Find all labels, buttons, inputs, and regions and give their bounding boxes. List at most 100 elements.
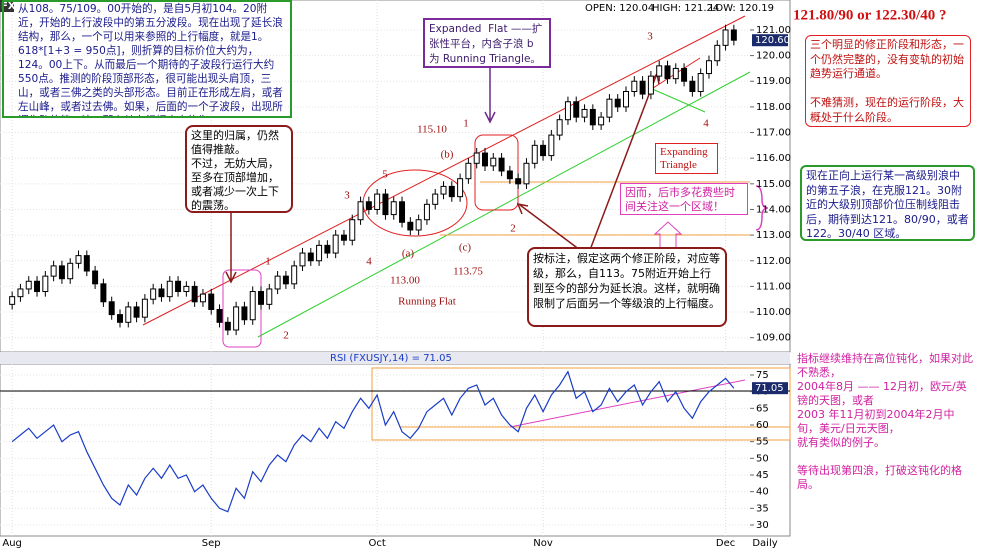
candle-body bbox=[689, 80, 696, 93]
candle-body bbox=[75, 255, 82, 264]
arrow bbox=[484, 68, 496, 124]
candle-body bbox=[457, 178, 464, 198]
wave-label: 3 bbox=[344, 190, 350, 202]
note: 三个明显的修正阶段和形态，一个仍然完整的，没有变轨的初始趋势运行通道。 不难猜测… bbox=[805, 35, 971, 127]
y-tick-label: 118.00 bbox=[756, 102, 791, 113]
candle-body bbox=[141, 298, 148, 318]
note: 从108。75/109。00开始的，是自5月初104。20附近，开始的上行波段中… bbox=[2, 0, 292, 118]
y-tick-label: 30 bbox=[756, 520, 769, 531]
candle-body bbox=[42, 275, 49, 293]
question: 121.80/90 or 122.30/40 ? bbox=[793, 7, 946, 23]
candle-body bbox=[523, 162, 530, 185]
candle-body bbox=[448, 185, 455, 198]
note: 按标注，假定这两个修正阶段，对应等级，那么，自113。75附近开始上行到至今的部… bbox=[527, 247, 727, 327]
wave-label: (c) bbox=[459, 242, 472, 254]
candle-body bbox=[540, 144, 547, 157]
candle-body bbox=[316, 244, 323, 262]
ohlc-info: HIGH: 121.24 bbox=[652, 3, 719, 14]
candle-body bbox=[332, 234, 339, 254]
last-rsi-box bbox=[752, 382, 788, 395]
highlight-box bbox=[474, 134, 519, 211]
candle-body bbox=[639, 80, 646, 95]
note: Expanded Flat ——扩张性平台，内含子浪 b 为 Running T… bbox=[423, 18, 551, 68]
candle-body bbox=[374, 193, 381, 210]
y-tick-label: 65 bbox=[756, 403, 769, 414]
candle-body bbox=[548, 134, 555, 157]
candle-body bbox=[266, 288, 273, 305]
note: Expanding Triangle bbox=[655, 143, 718, 174]
candle-body bbox=[17, 288, 24, 298]
candle-body bbox=[506, 170, 513, 180]
rsi-panel bbox=[0, 363, 791, 537]
note: 指标继续维持在高位钝化，如果对此不熟悉， 2004年8月 —— 12月初，欧元/… bbox=[797, 352, 973, 491]
candle-body bbox=[224, 321, 231, 331]
wave-label: 115.10 bbox=[417, 124, 447, 136]
triangle-line bbox=[649, 87, 706, 113]
y-tick-label: 117.00 bbox=[756, 128, 791, 139]
candle-body bbox=[216, 308, 223, 323]
candle-body bbox=[714, 44, 721, 62]
y-tick-label: 114.00 bbox=[756, 204, 791, 215]
channel-lower bbox=[257, 71, 751, 338]
wave-label: 5 bbox=[382, 169, 388, 181]
ohlc-info: OPEN: 120.04 bbox=[585, 3, 654, 14]
y-tick-label: 116.00 bbox=[756, 153, 791, 164]
candle-body bbox=[150, 288, 157, 300]
candle-body bbox=[183, 285, 190, 293]
candle-body bbox=[100, 283, 107, 303]
candle-body bbox=[631, 80, 638, 93]
x-tick-label: Aug bbox=[2, 538, 22, 549]
candle-body bbox=[581, 108, 588, 118]
candle-body bbox=[623, 91, 629, 108]
candle-body bbox=[705, 60, 712, 75]
candle-body bbox=[515, 178, 522, 185]
rsi-line bbox=[11, 370, 735, 513]
candle-body bbox=[365, 201, 372, 210]
candle-body bbox=[432, 193, 439, 205]
x-axis-label: Daily bbox=[752, 538, 777, 549]
candle-body bbox=[349, 219, 356, 241]
last-rsi-label: 71.05 bbox=[755, 383, 784, 394]
y-tick-label: 110.00 bbox=[756, 307, 791, 318]
candle-body bbox=[166, 280, 173, 298]
x-tick-label: Nov bbox=[533, 538, 553, 549]
y-tick-label: 45 bbox=[756, 470, 769, 481]
arrow bbox=[516, 202, 581, 251]
ohlc-info: LOW: 120.19 bbox=[710, 3, 774, 14]
y-tick-label: 109.00 bbox=[756, 333, 791, 344]
candle-body bbox=[697, 73, 704, 93]
candle-body bbox=[83, 255, 90, 272]
wave-label: 4 bbox=[366, 256, 372, 268]
candle-body bbox=[382, 193, 389, 216]
candle-body bbox=[274, 275, 281, 290]
candle-body bbox=[407, 221, 414, 231]
candle-body bbox=[233, 306, 240, 331]
candle-body bbox=[423, 203, 430, 221]
candle-body bbox=[175, 280, 182, 293]
candle-body bbox=[282, 275, 289, 285]
candle-body bbox=[440, 185, 447, 195]
rsi-title: RSI (FXUSJY,14) = 71.05 bbox=[330, 353, 452, 364]
wave-label: 113.00 bbox=[390, 275, 420, 287]
wave-label: 1 bbox=[265, 256, 271, 268]
note: 这里的归属，仍然值得推敲。 不过，无妨大局，至多在顶部增加，或者减少一次上下的震… bbox=[185, 125, 293, 213]
candle-body bbox=[291, 265, 298, 285]
wave-label: 2 bbox=[283, 330, 289, 342]
candle-body bbox=[158, 288, 165, 298]
candle-body bbox=[58, 265, 65, 280]
x-tick-label: Dec bbox=[716, 538, 735, 549]
candle-body bbox=[92, 270, 99, 285]
candle-body bbox=[589, 108, 596, 126]
candle-body bbox=[672, 67, 679, 80]
candle-body bbox=[133, 306, 140, 318]
candle-body bbox=[117, 314, 123, 323]
candle-body bbox=[307, 252, 314, 262]
y-tick-label: 120.00 bbox=[756, 51, 791, 62]
y-tick-label: 50 bbox=[756, 453, 769, 464]
channel-upper bbox=[142, 15, 746, 326]
candle-body bbox=[50, 265, 57, 277]
y-tick-label: 112.00 bbox=[756, 256, 791, 267]
candle-body bbox=[564, 101, 571, 121]
